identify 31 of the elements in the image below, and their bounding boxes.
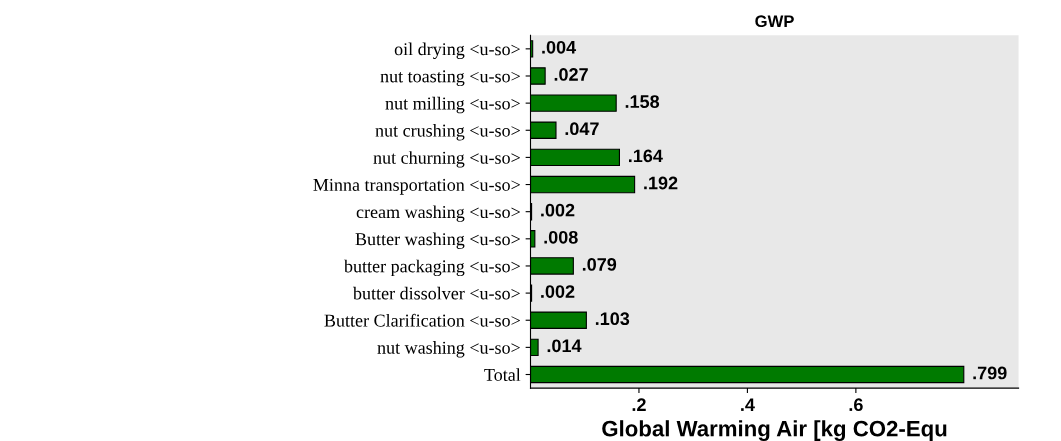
x-tick-label: .6 [849, 398, 863, 412]
y-tick-label: nut milling <u-so> [385, 96, 520, 114]
y-tick-label: Minna transportation <u-so> [313, 178, 520, 195]
data-label: .027 [554, 68, 588, 81]
data-label: .079 [582, 258, 617, 271]
y-tick-label: butter dissolver <u-so> [352, 286, 520, 300]
data-label: .014 [547, 339, 582, 353]
y-tick-label: nut crushing <u-so> [375, 124, 520, 141]
y-tick-label: butter packaging <u-so> [343, 259, 520, 277]
y-tick-label: cream washing <u-so> [356, 205, 520, 222]
data-label: .164 [628, 149, 663, 163]
x-tick-label: .2 [632, 398, 646, 411]
data-label: .004 [542, 40, 577, 54]
x-tick-label: .4 [741, 398, 755, 411]
data-label: .002 [541, 285, 575, 298]
y-tick-label: nut churning <u-so> [373, 151, 520, 168]
data-label: .008 [544, 230, 578, 244]
data-label: .002 [541, 203, 575, 217]
y-tick-label: Butter washing <u-so> [355, 232, 520, 249]
y-tick-label: oil drying <u-so> [394, 42, 520, 60]
chart-title: GWP [755, 15, 794, 28]
data-label: .158 [625, 95, 660, 108]
data-label: .192 [644, 176, 678, 190]
data-label: .799 [973, 366, 1007, 380]
data-label: .047 [565, 122, 599, 136]
x-axis-title: Global Warming Air [kg CO2-Equ [602, 420, 947, 441]
data-label: .103 [595, 312, 630, 326]
y-tick-label: Total [484, 368, 521, 381]
y-tick-label: Butter Clarification <u-so> [324, 313, 520, 327]
y-tick-label: nut toasting <u-so> [380, 70, 520, 87]
y-tick-label: nut washing <u-so> [377, 341, 520, 358]
